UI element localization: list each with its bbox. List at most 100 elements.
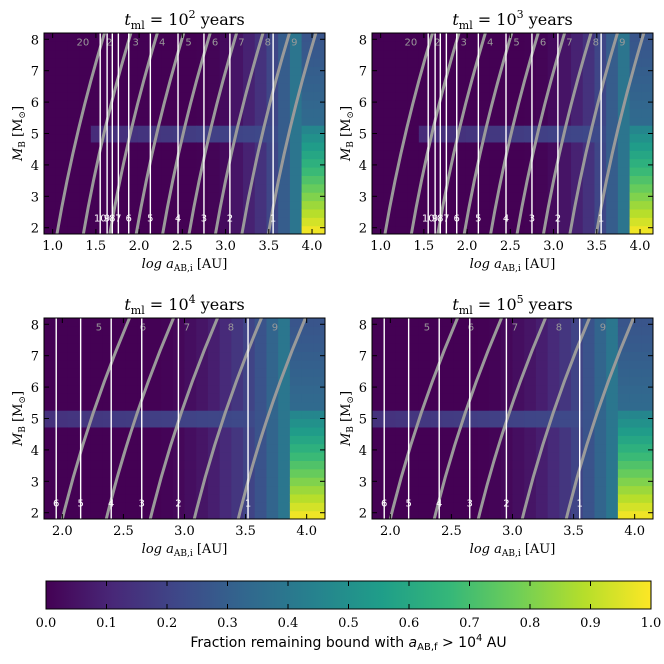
heatmap-cell (617, 485, 631, 495)
heatmap-cell (559, 385, 572, 394)
heatmap-cell (313, 510, 325, 519)
heatmap-cell (512, 66, 525, 76)
heatmap-cell (161, 175, 174, 185)
heatmap-cell (465, 368, 478, 378)
heatmap-cell (161, 401, 174, 411)
heatmap-cell (465, 343, 478, 353)
heatmap-cell (641, 66, 653, 76)
heatmap-cell (465, 208, 478, 218)
x-tick-label: 2.0 (52, 524, 73, 539)
heatmap-cell (442, 91, 455, 101)
heatmap-cell (149, 108, 162, 118)
heatmap-cell (395, 334, 408, 344)
heatmap-cell (184, 493, 197, 503)
heatmap-cell (231, 401, 244, 411)
heatmap-cell (594, 460, 607, 470)
heatmap-cell (617, 192, 631, 202)
heatmap-cell (44, 116, 57, 126)
heatmap-cell (547, 477, 560, 487)
heatmap-cell (395, 208, 408, 218)
heatmap-cell (430, 66, 443, 76)
heatmap-cell (243, 108, 256, 118)
heatmap-cell (278, 318, 291, 327)
heatmap-cell (196, 116, 209, 126)
heatmap-cell (430, 150, 443, 160)
heatmap-cell (582, 443, 596, 453)
heatmap-cell (67, 385, 80, 394)
heatmap-cell (430, 158, 443, 168)
x-tick-label: 4.0 (624, 524, 645, 539)
heatmap-cell (571, 452, 584, 461)
heatmap-cell (137, 125, 150, 135)
heatmap-cell (44, 510, 57, 519)
heatmap-cell (407, 359, 420, 369)
heatmap-cell (430, 359, 443, 369)
heatmap-cell (535, 225, 549, 234)
heatmap-cell (278, 133, 291, 143)
heatmap-cell (125, 58, 139, 68)
heatmap-cell (418, 83, 432, 93)
heatmap-cell (559, 318, 572, 327)
heatmap-cell (114, 385, 127, 394)
heatmap-cell (231, 410, 244, 420)
y-tick-label: 4 (359, 444, 367, 459)
heatmap-cell (102, 167, 115, 176)
heatmap-cell (489, 49, 502, 59)
heatmap-cell (407, 208, 420, 218)
heatmap-cell (442, 225, 455, 234)
heatmap-cell (313, 150, 325, 160)
heatmap-cell (430, 343, 443, 353)
heatmap-cell (512, 359, 525, 369)
x-tick-label: 2.0 (129, 239, 150, 254)
heatmap-cell (266, 418, 279, 428)
heatmap-cell (254, 175, 268, 185)
heatmap-cell (477, 443, 490, 453)
heatmap-cell (44, 217, 57, 227)
heatmap-cell (266, 468, 279, 478)
heatmap-cell (383, 326, 397, 336)
heatmap-cell (372, 318, 385, 327)
heatmap-cell (524, 150, 537, 160)
heatmap-cell (55, 41, 69, 51)
heatmap-cell (161, 426, 174, 436)
heatmap-cell (55, 133, 69, 143)
heatmap-cell (629, 66, 642, 76)
heatmap-cell (430, 116, 443, 126)
heatmap-cell (500, 100, 514, 109)
heatmap-cell (79, 510, 92, 519)
heatmap-cell (161, 376, 174, 386)
colorbar-tick-label: 0.6 (399, 616, 420, 631)
heatmap-cell (79, 150, 92, 160)
heatmap-cell (125, 502, 139, 512)
heatmap-cell (301, 74, 314, 84)
heatmap-cell (559, 133, 572, 143)
heatmap-cell (254, 468, 268, 478)
heatmap-cell (512, 91, 525, 101)
heatmap-cell (383, 49, 397, 59)
heatmap-cell (571, 368, 584, 378)
heatmap-cell (44, 225, 57, 234)
heatmap-cell (278, 225, 291, 234)
heatmap-cell (617, 66, 631, 76)
heatmap-cell (219, 368, 232, 378)
heatmap-cell (477, 401, 490, 411)
heatmap-cell (395, 485, 408, 495)
heatmap-cell (372, 393, 385, 403)
heatmap-cell (477, 83, 490, 93)
x-tick-label: 3.0 (215, 239, 236, 254)
heatmap-cell (559, 58, 572, 68)
heatmap-cell (641, 351, 653, 361)
heatmap-cell (149, 200, 162, 210)
heatmap-cell (207, 208, 221, 218)
heatmap-cell (196, 393, 209, 403)
heatmap-cell (582, 108, 596, 118)
heatmap-cell (79, 33, 92, 42)
heatmap-cell (67, 208, 80, 218)
heatmap-cell (90, 359, 104, 369)
white-contour-label: 10 (94, 213, 107, 224)
heatmap-cell (161, 225, 174, 234)
heatmap-cell (243, 125, 256, 135)
heatmap-cell (442, 183, 455, 193)
heatmap-cell (407, 58, 420, 68)
heatmap-cell (149, 318, 162, 327)
